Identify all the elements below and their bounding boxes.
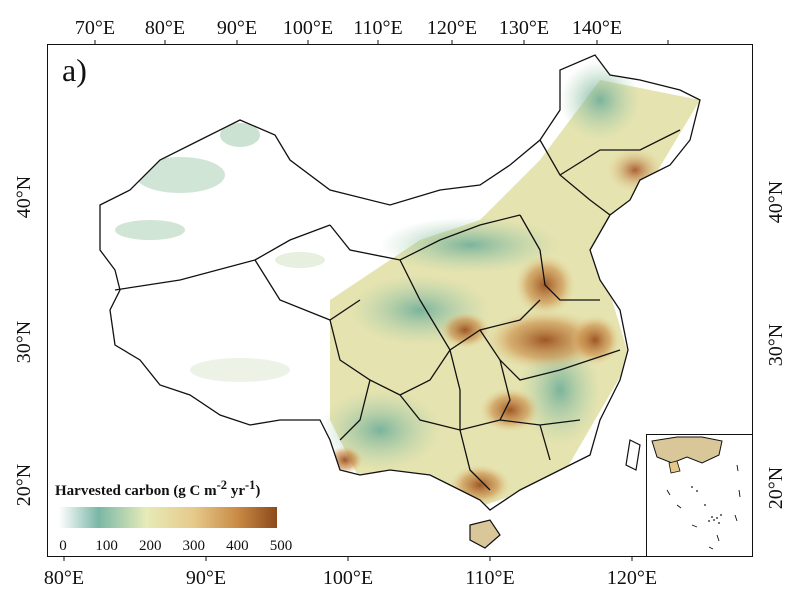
taiwan-island	[625, 439, 641, 471]
bottom-axis-tick-4: 120°E	[606, 567, 658, 589]
legend-title-end: )	[255, 483, 261, 499]
legend-tick-1: 100	[95, 538, 118, 554]
top-axis-tick-0: 70°E	[74, 17, 116, 39]
top-axis-tick-6: 130°E	[498, 17, 550, 39]
map-frame	[47, 44, 753, 557]
legend-title-mid: yr	[227, 483, 245, 499]
bottom-axis-tick-0: 80°E	[43, 567, 85, 589]
legend-tick-2: 200	[138, 538, 162, 554]
legend-tick-3: 300	[182, 538, 206, 554]
inset-svg	[651, 436, 741, 550]
top-axis-tick-2: 90°E	[216, 17, 258, 39]
legend-colorbar	[59, 507, 277, 528]
top-axis-tick-3: 100°E	[282, 17, 334, 39]
bottom-axis-tick-1: 90°E	[185, 567, 227, 589]
legend-title-exponent-2: -1	[244, 478, 256, 492]
top-axis-tick-1: 80°E	[144, 17, 186, 39]
legend-title-exponent-1: -2	[216, 478, 228, 492]
legend-title: Harvested carbon (g C m-2 yr-1)	[55, 478, 260, 500]
hainan-island	[469, 519, 501, 549]
bottom-axis-tick-2: 100°E	[322, 567, 374, 589]
south-china-sea-inset	[646, 434, 753, 557]
legend-tick-5: 500	[269, 538, 293, 554]
panel-label: a)	[62, 52, 87, 88]
legend-tick-0: 0	[59, 538, 67, 554]
top-axis-tick-7: 140°E	[571, 17, 623, 39]
frame-ticks	[63, 40, 669, 561]
province-borders	[99, 54, 701, 511]
top-axis-tick-4: 110°E	[353, 17, 403, 39]
legend-title-main: Harvested carbon (g C m	[55, 483, 217, 499]
top-axis-tick-5: 120°E	[426, 17, 478, 39]
bottom-axis-tick-3: 110°E	[465, 567, 515, 589]
legend-tick-4: 400	[226, 538, 249, 554]
